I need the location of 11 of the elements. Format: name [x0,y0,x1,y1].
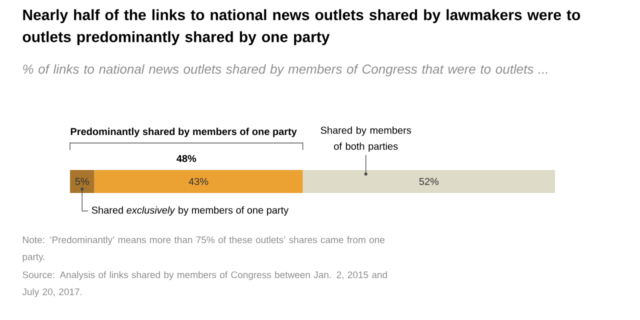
data-label: 43% [188,178,208,186]
text: Note: ‘Predominantly’ means more than 75% of these outlets’ shares came from one party. [22,236,384,262]
text: Predominantly shared by members of one party [70,128,297,138]
data-label: 5% [75,178,90,186]
data-label: 52% [419,178,439,186]
text: Shared exclusively by members of one party [92,206,289,216]
chart-subtitle: % of links to national news outlets shared by members of Congress that were to outlets ... [23,64,548,76]
text: Shared by members of both parties [320,126,412,152]
text: 48% [176,155,196,162]
source-note: Source: Analysis of links shared by members of Congress between Jan. 2, 2015 and July 20, 2017. [22,271,387,298]
chart-title: Nearly half of the links to national news outlets shared by lawmakers were to outlets predominantly shared by one party [22,9,580,46]
